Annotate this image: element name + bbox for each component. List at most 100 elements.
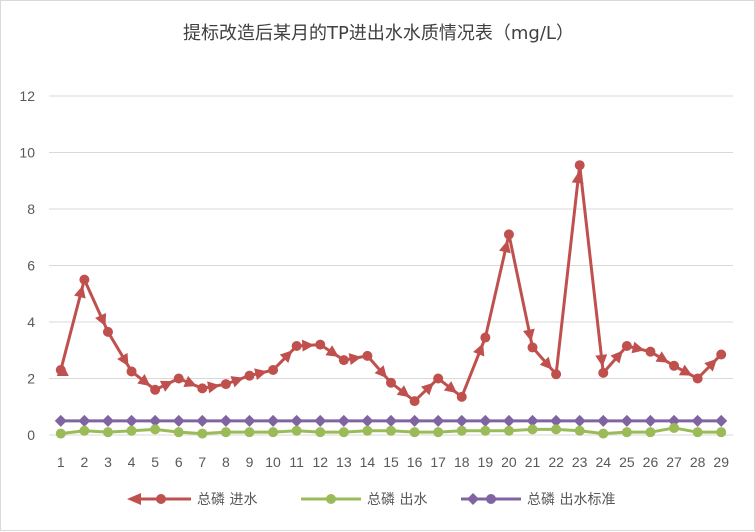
y-tick-label: 0 xyxy=(27,427,35,443)
x-tick-label: 28 xyxy=(690,454,706,470)
data-point xyxy=(244,370,255,381)
x-tick-label: 6 xyxy=(175,454,183,470)
data-point xyxy=(291,341,302,352)
data-point xyxy=(409,396,420,407)
data-point xyxy=(362,350,373,361)
data-point xyxy=(716,427,727,438)
data-point xyxy=(55,428,66,439)
data-point xyxy=(125,414,138,427)
data-point xyxy=(54,414,67,427)
data-point xyxy=(315,339,326,350)
data-point xyxy=(597,414,610,427)
data-point xyxy=(386,377,396,388)
x-tick-label: 5 xyxy=(151,454,159,470)
y-tick-label: 6 xyxy=(27,258,35,274)
legend-arrowhead xyxy=(127,493,141,505)
legend-label: 总磷 出水标准 xyxy=(527,492,615,508)
data-point xyxy=(692,427,703,438)
data-point xyxy=(527,342,538,353)
data-point xyxy=(716,349,727,360)
x-tick-label: 7 xyxy=(198,454,206,470)
series-arrowhead xyxy=(254,368,268,381)
legend-marker xyxy=(156,494,166,504)
legend-marker xyxy=(467,493,479,505)
data-point xyxy=(669,360,680,371)
data-point xyxy=(386,425,396,436)
series-line xyxy=(59,163,723,403)
data-point xyxy=(268,365,279,376)
data-point xyxy=(455,414,468,427)
data-point xyxy=(150,384,161,395)
x-tick-label: 25 xyxy=(619,454,635,470)
data-point xyxy=(126,425,137,436)
data-point xyxy=(432,414,445,427)
data-point xyxy=(503,425,514,436)
series-arrowhead xyxy=(183,375,197,387)
data-point xyxy=(598,367,609,378)
x-tick-label: 14 xyxy=(360,454,376,470)
data-point xyxy=(715,414,728,427)
data-point xyxy=(173,373,184,384)
data-point xyxy=(268,427,279,438)
data-point xyxy=(102,427,113,438)
legend-marker xyxy=(326,494,336,504)
series-arrowhead xyxy=(443,381,458,394)
chart-title: 提标改造后某月的TP进出水水质情况表（mg/L） xyxy=(183,23,574,44)
y-tick-label: 10 xyxy=(19,145,35,161)
data-point xyxy=(220,427,231,438)
x-tick-label: 2 xyxy=(80,454,88,470)
series-arrowhead xyxy=(631,341,645,354)
data-point xyxy=(55,365,66,376)
series-arrowhead xyxy=(595,354,608,367)
data-point xyxy=(550,414,563,427)
y-tick-label: 4 xyxy=(27,314,35,330)
data-point xyxy=(197,383,208,394)
series-arrowhead xyxy=(325,345,339,357)
data-point xyxy=(408,414,421,427)
data-point xyxy=(645,346,656,357)
x-tick-label: 8 xyxy=(222,454,230,470)
data-point xyxy=(551,369,562,380)
data-point xyxy=(527,424,538,435)
data-point xyxy=(621,341,632,352)
series-arrowhead xyxy=(396,385,410,398)
data-point xyxy=(361,414,374,427)
data-point xyxy=(456,425,467,436)
data-point xyxy=(598,428,609,439)
data-point xyxy=(691,414,704,427)
series-arrowhead xyxy=(539,356,553,370)
series-arrowhead xyxy=(159,380,174,392)
data-point xyxy=(79,274,90,285)
series-arrowhead xyxy=(374,365,388,379)
series-arrowhead xyxy=(704,358,718,372)
series-arrowhead xyxy=(95,313,107,327)
data-point xyxy=(267,414,280,427)
x-tick-label: 20 xyxy=(501,454,517,470)
data-point xyxy=(78,414,91,427)
data-point xyxy=(573,414,586,427)
data-point xyxy=(668,414,681,427)
data-point xyxy=(409,427,420,438)
series-arrowhead xyxy=(74,285,86,299)
data-point xyxy=(172,414,185,427)
x-tick-label: 23 xyxy=(572,454,588,470)
series-arrowhead xyxy=(301,339,315,352)
x-tick-label: 10 xyxy=(265,454,281,470)
legend-label: 总磷 出水 xyxy=(367,492,427,508)
data-point xyxy=(644,414,657,427)
series-arrowhead xyxy=(522,328,535,342)
data-point xyxy=(79,425,90,436)
x-tick-label: 19 xyxy=(478,454,494,470)
data-point xyxy=(480,332,491,343)
y-tick-label: 12 xyxy=(19,88,35,104)
series-arrowhead xyxy=(279,350,293,364)
data-point xyxy=(574,425,585,436)
x-tick-label: 15 xyxy=(383,454,399,470)
x-tick-label: 24 xyxy=(595,454,611,470)
data-point xyxy=(621,427,632,438)
data-point xyxy=(290,414,303,427)
x-tick-label: 9 xyxy=(246,454,254,470)
x-tick-label: 12 xyxy=(312,454,328,470)
series-arrowhead xyxy=(117,352,129,367)
series-arrowhead xyxy=(421,382,434,396)
